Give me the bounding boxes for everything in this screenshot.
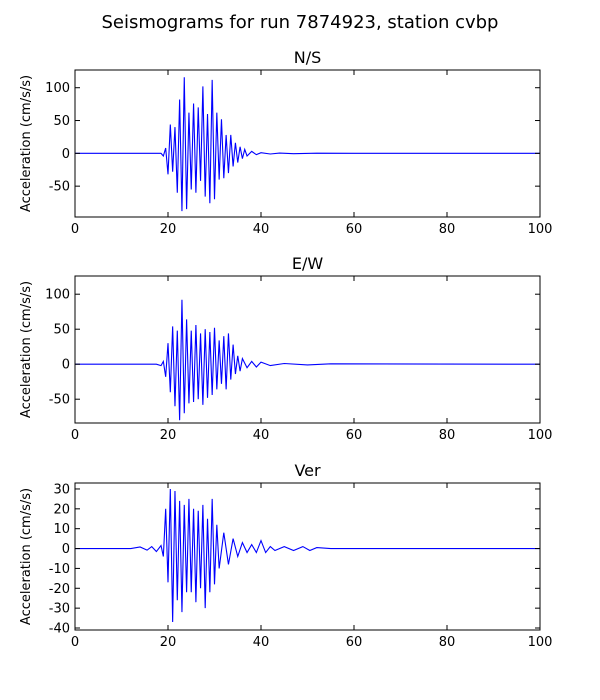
y-axis-label: Acceleration (cm/s/s) — [19, 75, 34, 212]
y-tick-label: -10 — [49, 562, 70, 577]
y-tick-label: 20 — [53, 502, 70, 517]
seismogram-trace — [75, 77, 540, 212]
y-tick-label: 0 — [62, 147, 70, 162]
y-tick-label: -30 — [49, 602, 70, 617]
figure-title: Seismograms for run 7874923, station cvb… — [101, 12, 498, 33]
y-tick-label: 30 — [53, 482, 70, 497]
axes-frame — [74, 69, 541, 218]
x-tick-label: 40 — [253, 222, 270, 237]
x-tick-label: 100 — [528, 428, 553, 443]
y-axis-label: Acceleration (cm/s/s) — [19, 281, 34, 418]
seismogram-trace — [75, 299, 540, 421]
x-tick-label: 40 — [253, 428, 270, 443]
x-tick-label: 0 — [71, 428, 79, 443]
y-tick-label: 0 — [62, 358, 70, 373]
x-tick-label: 80 — [439, 222, 456, 237]
y-axis-label: Acceleration (cm/s/s) — [19, 488, 34, 625]
x-tick-label: 60 — [346, 635, 363, 650]
seismogram-trace — [75, 488, 540, 623]
x-tick-label: 80 — [439, 428, 456, 443]
x-tick-label: 20 — [160, 222, 177, 237]
subplot-title: E/W — [292, 254, 324, 273]
x-tick-label: 20 — [160, 635, 177, 650]
x-tick-label: 0 — [71, 222, 79, 237]
y-tick-label: 100 — [45, 288, 70, 303]
y-tick-label: -50 — [49, 393, 70, 408]
y-tick-label: 50 — [53, 114, 70, 129]
y-tick-label: -20 — [49, 582, 70, 597]
subplot-2: E/W Acceleration (cm/s/s) 0 20 40 60 80 100 -50 0… — [19, 254, 552, 443]
y-tick-label: -40 — [49, 622, 70, 637]
subplot-1: N/S Acceleration (cm/s/s) 0 20 40 60 80 100 -50 0… — [19, 48, 552, 237]
x-tick-label: 60 — [346, 222, 363, 237]
x-tick-label: 80 — [439, 635, 456, 650]
y-tick-label: 50 — [53, 323, 70, 338]
axes-frame — [74, 275, 541, 424]
y-tick-label: 0 — [62, 542, 70, 557]
x-tick-label: 100 — [528, 635, 553, 650]
x-tick-label: 60 — [346, 428, 363, 443]
x-tick-label: 100 — [528, 222, 553, 237]
subplot-title: N/S — [294, 48, 322, 67]
y-tick-label: 10 — [53, 522, 70, 537]
y-tick-label: -50 — [49, 180, 70, 195]
y-tick-label: 100 — [45, 81, 70, 96]
subplot-title: Ver — [294, 461, 321, 480]
axes-frame — [74, 482, 541, 631]
x-tick-label: 0 — [71, 635, 79, 650]
x-tick-label: 20 — [160, 428, 177, 443]
x-tick-label: 40 — [253, 635, 270, 650]
